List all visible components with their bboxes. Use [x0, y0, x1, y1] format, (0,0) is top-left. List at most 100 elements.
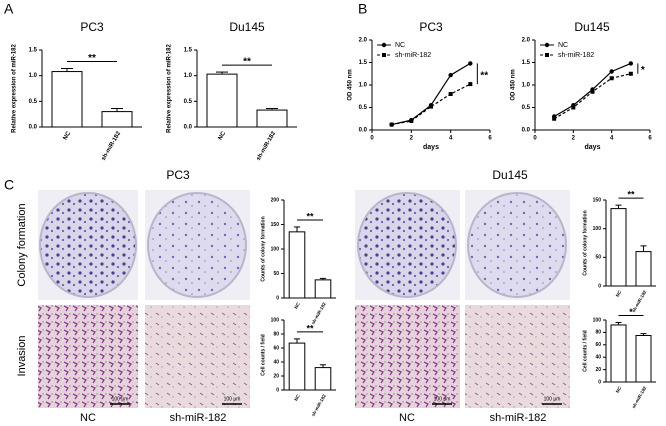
y-tick-label: 40 — [595, 355, 601, 361]
x-tick-label: NC — [63, 130, 73, 141]
scale-bar-label: 100 μm — [224, 396, 241, 402]
significance-label: ** — [306, 323, 314, 333]
x-tick-label: NC — [293, 301, 301, 310]
marker — [590, 89, 595, 94]
row-label: Colony formation — [16, 203, 28, 286]
y-tick-label: 2.0 — [522, 38, 531, 44]
significance-label: * — [629, 307, 633, 317]
dish — [467, 192, 567, 298]
y-tick-label: 1.5 — [29, 48, 38, 54]
y-tick-label: 2.0 — [359, 38, 368, 44]
scale-bar-label: 100 μm — [544, 396, 561, 402]
y-tick-label: 20 — [595, 367, 601, 373]
bar — [288, 342, 306, 391]
y-axis-label: Relative expression of miR-182 — [12, 43, 18, 132]
significance-label: * — [641, 65, 645, 76]
micrograph — [38, 305, 138, 408]
y-tick-label: 1.5 — [522, 60, 531, 66]
x-tick-label: 2 — [572, 136, 576, 142]
y-tick-label: 0.5 — [359, 105, 368, 111]
row-label: Invasion — [16, 336, 28, 377]
y-tick-label: 60 — [273, 345, 279, 351]
y-axis-label: Cell counts / field — [260, 334, 266, 375]
marker — [609, 69, 614, 74]
series-line — [391, 83, 471, 126]
panel-label: C — [4, 177, 14, 193]
dish — [357, 192, 457, 298]
y-tick-label: 200 — [271, 197, 280, 203]
legend-label: NC — [558, 42, 568, 49]
micrograph — [355, 305, 460, 408]
column-label: sh-miR-182 — [490, 412, 547, 424]
significance-label: ** — [480, 70, 488, 81]
x-tick-label: 0 — [533, 136, 537, 142]
y-tick-label: 1.0 — [522, 83, 531, 89]
y-tick-label: 0.0 — [522, 128, 531, 134]
x-tick-label: sh-miR-182 — [310, 393, 327, 417]
legend-marker — [382, 53, 386, 57]
marker — [628, 61, 634, 66]
y-axis-label: OD 450 nm — [511, 69, 517, 100]
x-tick-label: NC — [615, 385, 623, 394]
legend-label: sh-miR-182 — [395, 52, 431, 59]
x-tick-label: 2 — [410, 136, 414, 142]
cell-line-title: Du145 — [492, 168, 528, 182]
series-line — [553, 73, 631, 120]
marker — [468, 82, 473, 87]
column-label: NC — [399, 412, 415, 424]
dish — [39, 192, 137, 298]
y-tick-label: 100 — [271, 317, 280, 323]
y-axis-label: Counts of colony formation — [582, 210, 588, 275]
panel-label: B — [358, 1, 367, 17]
y-tick-label: 1.0 — [29, 73, 38, 79]
images — [38, 190, 570, 408]
x-tick-label: 6 — [648, 136, 652, 142]
bar — [635, 251, 652, 287]
y-tick-label: 0.0 — [184, 125, 193, 131]
y-tick-label: 1.5 — [359, 60, 368, 66]
micrograph — [465, 305, 570, 408]
x-tick-label: NC — [615, 289, 623, 298]
column-label: NC — [80, 412, 96, 424]
bar — [256, 109, 288, 128]
y-axis-label: Cell counts / field — [582, 330, 588, 371]
y-tick-label: 0 — [598, 379, 601, 385]
chart-title: PC3 — [80, 20, 104, 34]
marker — [571, 105, 576, 110]
legend-marker — [381, 42, 387, 48]
bar — [51, 71, 83, 128]
y-axis-label: OD 450 nm — [348, 69, 354, 100]
y-tick-label: 1.0 — [359, 83, 368, 89]
significance-label: ** — [88, 53, 96, 64]
y-axis-label: Counts of colony formation — [260, 216, 266, 281]
x-tick-label: 0 — [370, 136, 374, 142]
y-tick-label: 0.5 — [29, 99, 38, 105]
x-tick-label: sh-miR-182 — [631, 289, 648, 313]
x-tick-label: 4 — [449, 136, 453, 142]
marker — [628, 71, 633, 76]
y-tick-label: 100 — [593, 317, 602, 323]
column-label: sh-miR-182 — [170, 412, 227, 424]
y-tick-label: 0.5 — [184, 99, 193, 105]
y-tick-label: 40 — [273, 359, 279, 365]
y-tick-label: 150 — [593, 197, 602, 203]
x-tick-label: sh-miR-182 — [310, 301, 327, 325]
y-tick-label: 0 — [598, 283, 601, 289]
panel-label: A — [4, 1, 14, 17]
y-tick-label: 80 — [273, 331, 279, 337]
bar — [288, 231, 306, 299]
x-tick-label: NC — [293, 393, 301, 402]
significance-label: ** — [627, 190, 635, 200]
y-tick-label: 0.0 — [359, 128, 368, 134]
legend-label: sh-miR-182 — [558, 52, 594, 59]
legend-label: NC — [395, 42, 405, 49]
series-line — [391, 62, 471, 126]
y-axis-label: Relative expression of miR-182 — [167, 43, 173, 132]
y-tick-label: 50 — [273, 271, 279, 277]
bar — [314, 367, 332, 391]
bar — [101, 111, 133, 128]
marker — [389, 122, 394, 127]
y-tick-label: 60 — [595, 342, 601, 348]
legend-marker — [545, 53, 549, 57]
